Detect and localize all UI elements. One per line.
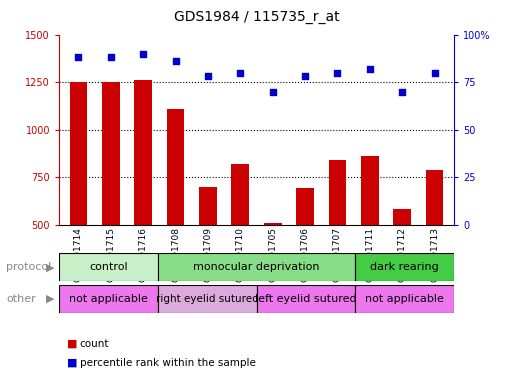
- Text: dark rearing: dark rearing: [370, 262, 439, 272]
- Point: [269, 89, 277, 95]
- Text: right eyelid sutured: right eyelid sutured: [156, 294, 259, 304]
- Point: [333, 70, 342, 76]
- Bar: [199, 187, 217, 320]
- Text: ▶: ▶: [46, 262, 54, 272]
- Text: GDS1984 / 115735_r_at: GDS1984 / 115735_r_at: [174, 10, 339, 23]
- Point: [430, 70, 439, 76]
- Bar: [355, 285, 454, 313]
- Bar: [296, 187, 314, 320]
- Text: protocol: protocol: [6, 262, 51, 272]
- Bar: [264, 223, 282, 320]
- Bar: [328, 160, 346, 320]
- Point: [74, 54, 83, 60]
- Bar: [102, 82, 120, 320]
- Point: [236, 70, 244, 76]
- Point: [301, 73, 309, 79]
- Point: [204, 73, 212, 79]
- Point: [398, 89, 406, 95]
- Text: monocular deprivation: monocular deprivation: [193, 262, 320, 272]
- Point: [139, 51, 147, 57]
- Text: not applicable: not applicable: [69, 294, 148, 304]
- Bar: [231, 164, 249, 320]
- Text: count: count: [80, 339, 109, 349]
- Point: [171, 58, 180, 64]
- Bar: [167, 109, 185, 320]
- Bar: [355, 253, 454, 281]
- Text: ▶: ▶: [46, 294, 54, 304]
- Bar: [361, 156, 379, 320]
- Text: control: control: [89, 262, 128, 272]
- Text: ■: ■: [67, 358, 77, 368]
- Bar: [70, 82, 87, 320]
- Bar: [59, 253, 158, 281]
- Text: not applicable: not applicable: [365, 294, 444, 304]
- Bar: [393, 209, 411, 320]
- Text: ■: ■: [67, 339, 77, 349]
- Text: percentile rank within the sample: percentile rank within the sample: [80, 358, 255, 368]
- Bar: [158, 253, 355, 281]
- Bar: [59, 285, 158, 313]
- Point: [107, 54, 115, 60]
- Bar: [134, 80, 152, 320]
- Point: [366, 66, 374, 72]
- Text: other: other: [6, 294, 36, 304]
- Bar: [426, 169, 443, 320]
- Bar: [256, 285, 355, 313]
- Text: left eyelid sutured: left eyelid sutured: [255, 294, 357, 304]
- Bar: [158, 285, 256, 313]
